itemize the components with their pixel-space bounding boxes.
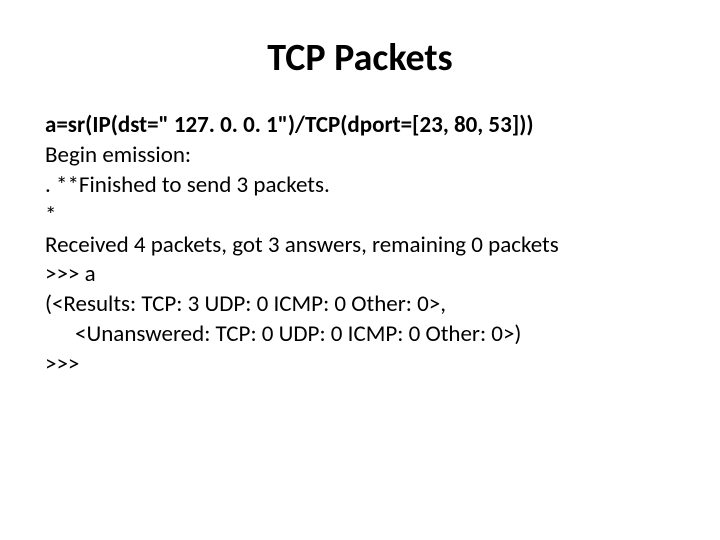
code-line: Begin emission: — [45, 141, 675, 171]
code-line: Received 4 packets, got 3 answers, remai… — [45, 231, 675, 261]
code-line: * — [45, 201, 675, 231]
slide-body: a=sr(IP(dst=" 127. 0. 0. 1")/TCP(dport=[… — [45, 111, 675, 380]
code-line: <Unanswered: TCP: 0 UDP: 0 ICMP: 0 Other… — [45, 320, 675, 350]
code-line: >>> a — [45, 260, 675, 290]
code-line: (<Results: TCP: 3 UDP: 0 ICMP: 0 Other: … — [45, 290, 675, 320]
slide: TCP Packets a=sr(IP(dst=" 127. 0. 0. 1")… — [0, 0, 720, 540]
code-line: >>> — [45, 350, 675, 380]
code-line: . **Finished to send 3 packets. — [45, 171, 675, 201]
slide-title: TCP Packets — [45, 35, 675, 81]
code-line: a=sr(IP(dst=" 127. 0. 0. 1")/TCP(dport=[… — [45, 111, 675, 141]
